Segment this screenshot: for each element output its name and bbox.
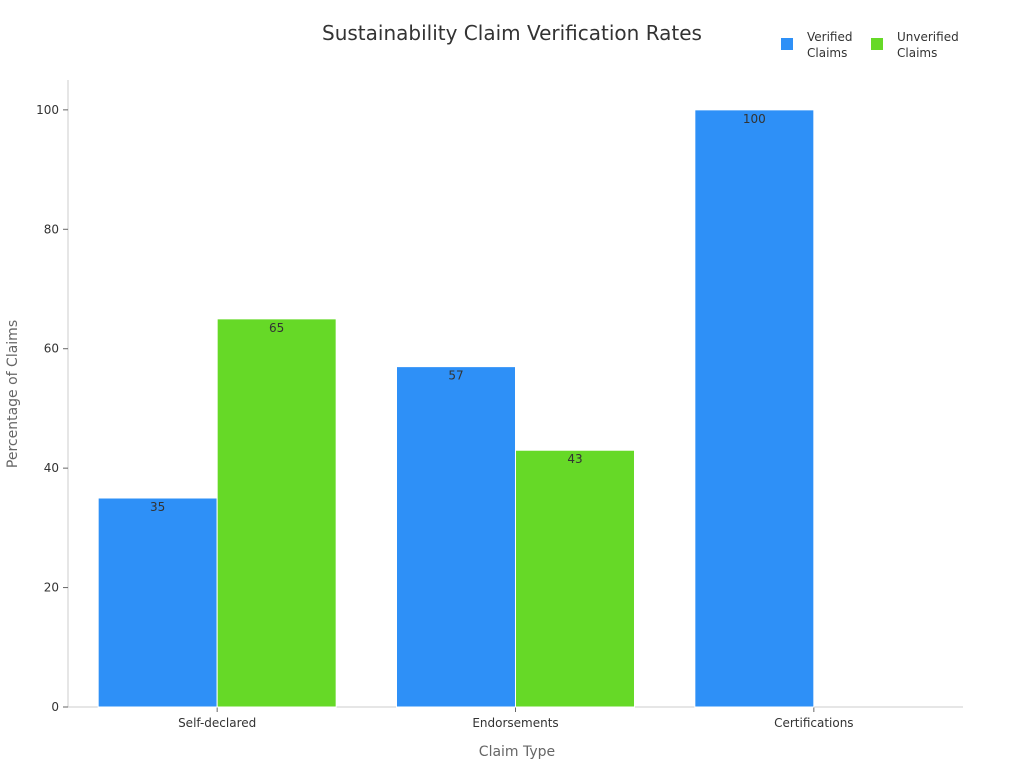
bar-verified — [396, 366, 516, 708]
legend-label-unverified: Unverified Claims — [897, 30, 963, 60]
legend-label-verified-line1: Verified — [807, 30, 853, 44]
y-tick-label: 60 — [44, 342, 59, 356]
bar-value-label: 35 — [150, 500, 165, 514]
bar-value-label: 57 — [448, 369, 463, 383]
bar-value-label: 65 — [269, 321, 284, 335]
legend-swatch-unverified — [871, 38, 883, 50]
legend-label-verified-line2: Claims — [807, 46, 847, 60]
x-tick-label: Endorsements — [472, 716, 558, 730]
x-tick-label: Self-declared — [178, 716, 256, 730]
bar-value-label: 43 — [567, 452, 582, 466]
y-axis: 0 20 40 60 80 100 — [36, 80, 69, 714]
y-tick-label: 40 — [44, 461, 59, 475]
bar-verified — [694, 109, 815, 708]
y-axis-title: Percentage of Claims — [5, 320, 21, 468]
x-axis: Self-declared Endorsements Certifications — [68, 706, 963, 730]
legend: Verified Claims Unverified Claims — [781, 30, 963, 60]
bar-unverified — [216, 318, 337, 708]
bar-unverified — [515, 449, 635, 708]
data-labels: 35 65 57 43 100 — [150, 112, 766, 514]
bar-value-label: 100 — [743, 112, 766, 126]
legend-label-unverified-line2: Claims — [897, 46, 937, 60]
legend-label-verified: Verified Claims — [807, 30, 856, 60]
chart-title: Sustainability Claim Verification Rates — [322, 21, 702, 45]
x-axis-title: Claim Type — [479, 744, 555, 760]
bar-verified — [97, 497, 218, 708]
legend-label-unverified-line1: Unverified — [897, 30, 959, 44]
bars — [97, 109, 815, 708]
y-tick-label: 20 — [44, 581, 59, 595]
legend-swatch-verified — [781, 38, 793, 50]
y-tick-label: 100 — [36, 103, 59, 117]
x-tick-label: Certifications — [774, 716, 853, 730]
y-tick-label: 0 — [51, 700, 59, 714]
y-tick-label: 80 — [44, 222, 59, 236]
